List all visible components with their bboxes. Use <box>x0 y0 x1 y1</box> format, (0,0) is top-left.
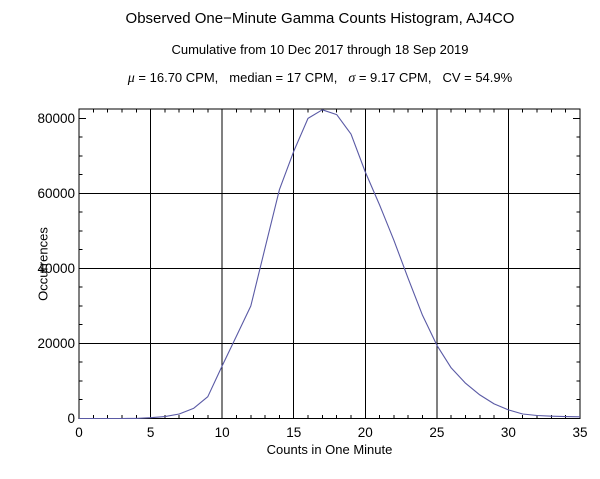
sigma-symbol: σ <box>348 71 356 86</box>
chart-subtitle: Cumulative from 10 Dec 2017 through 18 S… <box>171 42 469 57</box>
y-tick-label: 20000 <box>37 336 75 351</box>
stat-median: median = 17 CPM, <box>229 70 338 85</box>
y-tick-label: 80000 <box>37 111 75 126</box>
x-tick-label: 35 <box>572 425 587 440</box>
chart-title: Observed One−Minute Gamma Counts Histogr… <box>125 10 515 27</box>
histogram-curve <box>79 109 581 420</box>
mu-value: = 16.70 CPM, <box>134 70 219 85</box>
mu-symbol: μ <box>127 71 135 86</box>
sigma-value: = 9.17 CPM, <box>355 70 432 85</box>
x-tick-label: 20 <box>358 425 373 440</box>
plot-frame <box>78 108 581 419</box>
stats-line: μ = 16.70 CPM, median = 17 CPM, σ = 9.17… <box>40 70 600 86</box>
x-tick-label: 25 <box>429 425 444 440</box>
y-tick-label: 40000 <box>37 261 75 276</box>
y-tick-label: 0 <box>67 411 75 426</box>
x-axis-title: Counts in One Minute <box>266 442 393 457</box>
x-tick-label: 15 <box>286 425 301 440</box>
x-tick-label: 30 <box>501 425 516 440</box>
x-tick-label: 0 <box>75 425 83 440</box>
y-tick-label: 60000 <box>37 186 75 201</box>
stat-mu: μ = 16.70 CPM, <box>127 70 219 86</box>
stat-sigma: σ = 9.17 CPM, <box>348 70 432 86</box>
stat-cv: CV = 54.9% <box>442 70 513 85</box>
x-tick-label: 10 <box>215 425 230 440</box>
x-tick-label: 5 <box>147 425 155 440</box>
